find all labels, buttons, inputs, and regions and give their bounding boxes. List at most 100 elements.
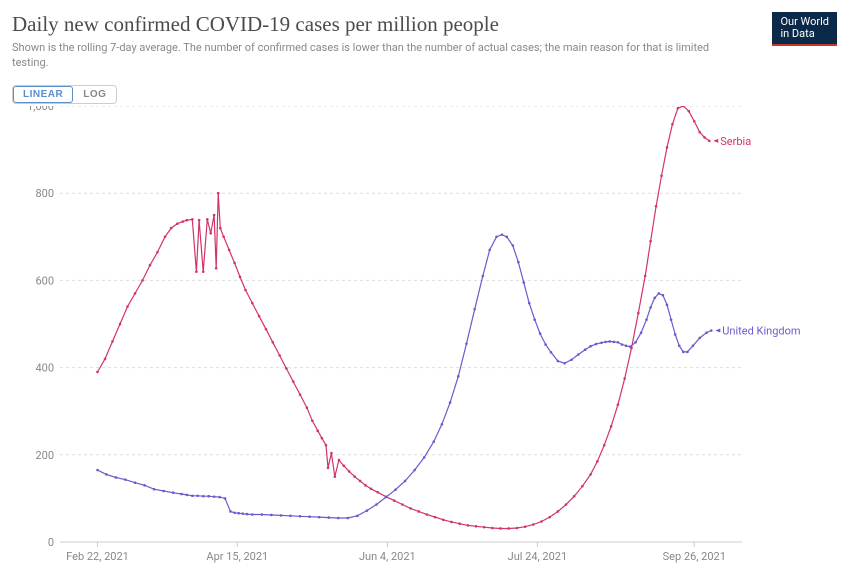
series-point (311, 419, 314, 422)
series-point (96, 371, 99, 374)
series-point (186, 494, 189, 497)
chart-subtitle: Shown is the rolling 7-day average. The … (12, 41, 732, 71)
series-point (141, 279, 144, 282)
series-point (299, 393, 302, 396)
series-point (686, 351, 689, 354)
scale-log-button[interactable]: LOG (73, 86, 116, 103)
series-point (115, 476, 118, 479)
series-point (688, 110, 691, 113)
series-point (156, 251, 159, 254)
series-point (674, 333, 677, 336)
series-point (533, 318, 536, 321)
owid-logo: Our World in Data (772, 12, 837, 46)
series-point (434, 516, 437, 519)
series-point (705, 331, 708, 334)
series-point (666, 304, 669, 307)
series-point (589, 345, 592, 348)
series-point (432, 440, 435, 443)
series-point (153, 488, 156, 491)
series-point (218, 496, 221, 499)
series-point (693, 120, 696, 123)
series-point (289, 515, 292, 518)
series-point (316, 430, 319, 433)
series-point (342, 464, 345, 467)
series-point (491, 527, 494, 530)
series-point (321, 437, 324, 440)
series-point (653, 297, 656, 300)
series-line-united-kingdom (98, 235, 712, 518)
series-point (522, 281, 525, 284)
series-point (105, 473, 108, 476)
series-point (104, 358, 107, 361)
series-label-serbia: Serbia (720, 135, 751, 148)
y-tick-label: 1,000 (27, 106, 54, 113)
series-point (330, 452, 333, 455)
series-point (308, 515, 311, 518)
series-point (258, 315, 261, 318)
chart-title: Daily new confirmed COVID-19 cases per m… (12, 12, 837, 37)
series-point (577, 353, 580, 356)
series-point (557, 510, 560, 513)
series-point (565, 503, 568, 506)
series-point (692, 345, 695, 348)
x-tick-label: Jun 4, 2021 (359, 550, 416, 563)
series-point (251, 302, 254, 305)
series-point (356, 515, 359, 518)
series-point (417, 510, 420, 513)
series-point (353, 475, 356, 478)
series-point (206, 218, 209, 221)
series-point (338, 459, 341, 462)
series-point (191, 494, 194, 497)
series-point (393, 499, 396, 502)
series-point (209, 232, 212, 235)
series-point (233, 511, 236, 514)
series-point (348, 470, 351, 473)
series-point (617, 403, 620, 406)
series-point (364, 484, 367, 487)
scale-linear-button[interactable]: LINEAR (13, 86, 73, 103)
series-point (239, 276, 242, 279)
series-point (241, 512, 244, 515)
series-point (450, 521, 453, 524)
series-point (219, 227, 222, 230)
x-tick-label: Apr 15, 2021 (206, 550, 268, 563)
series-point (162, 490, 165, 493)
series-point (524, 525, 527, 528)
series-point (442, 518, 445, 521)
series-point (507, 527, 510, 530)
series-point (347, 517, 350, 520)
y-tick-label: 800 (35, 187, 54, 200)
series-point (327, 467, 330, 470)
series-point (698, 131, 701, 134)
series-point (237, 512, 240, 515)
series-point (465, 342, 468, 345)
series-point (119, 323, 122, 326)
series-point (505, 236, 508, 239)
series-point (544, 343, 547, 346)
series-point (703, 136, 706, 139)
series-point (409, 507, 412, 510)
series-point (186, 219, 189, 222)
series-point (640, 331, 643, 334)
series-point (637, 312, 640, 315)
x-tick-label: Jul 24, 2021 (508, 550, 568, 563)
series-point (261, 513, 264, 516)
series-point (229, 510, 232, 513)
series-point (557, 360, 560, 363)
series-point (149, 264, 152, 267)
series-point (600, 341, 603, 344)
series-point (645, 318, 648, 321)
logo-line2: in Data (780, 27, 814, 40)
series-point (589, 473, 592, 476)
series-point (612, 341, 615, 344)
series-point (181, 220, 184, 223)
series-point (501, 233, 504, 236)
series-point (467, 524, 470, 527)
y-tick-label: 600 (35, 274, 54, 287)
series-point (292, 380, 295, 383)
series-point (318, 516, 321, 519)
series-label-arrow (713, 139, 718, 143)
y-tick-label: 0 (48, 536, 54, 549)
y-tick-label: 400 (35, 362, 54, 375)
series-point (285, 367, 288, 370)
